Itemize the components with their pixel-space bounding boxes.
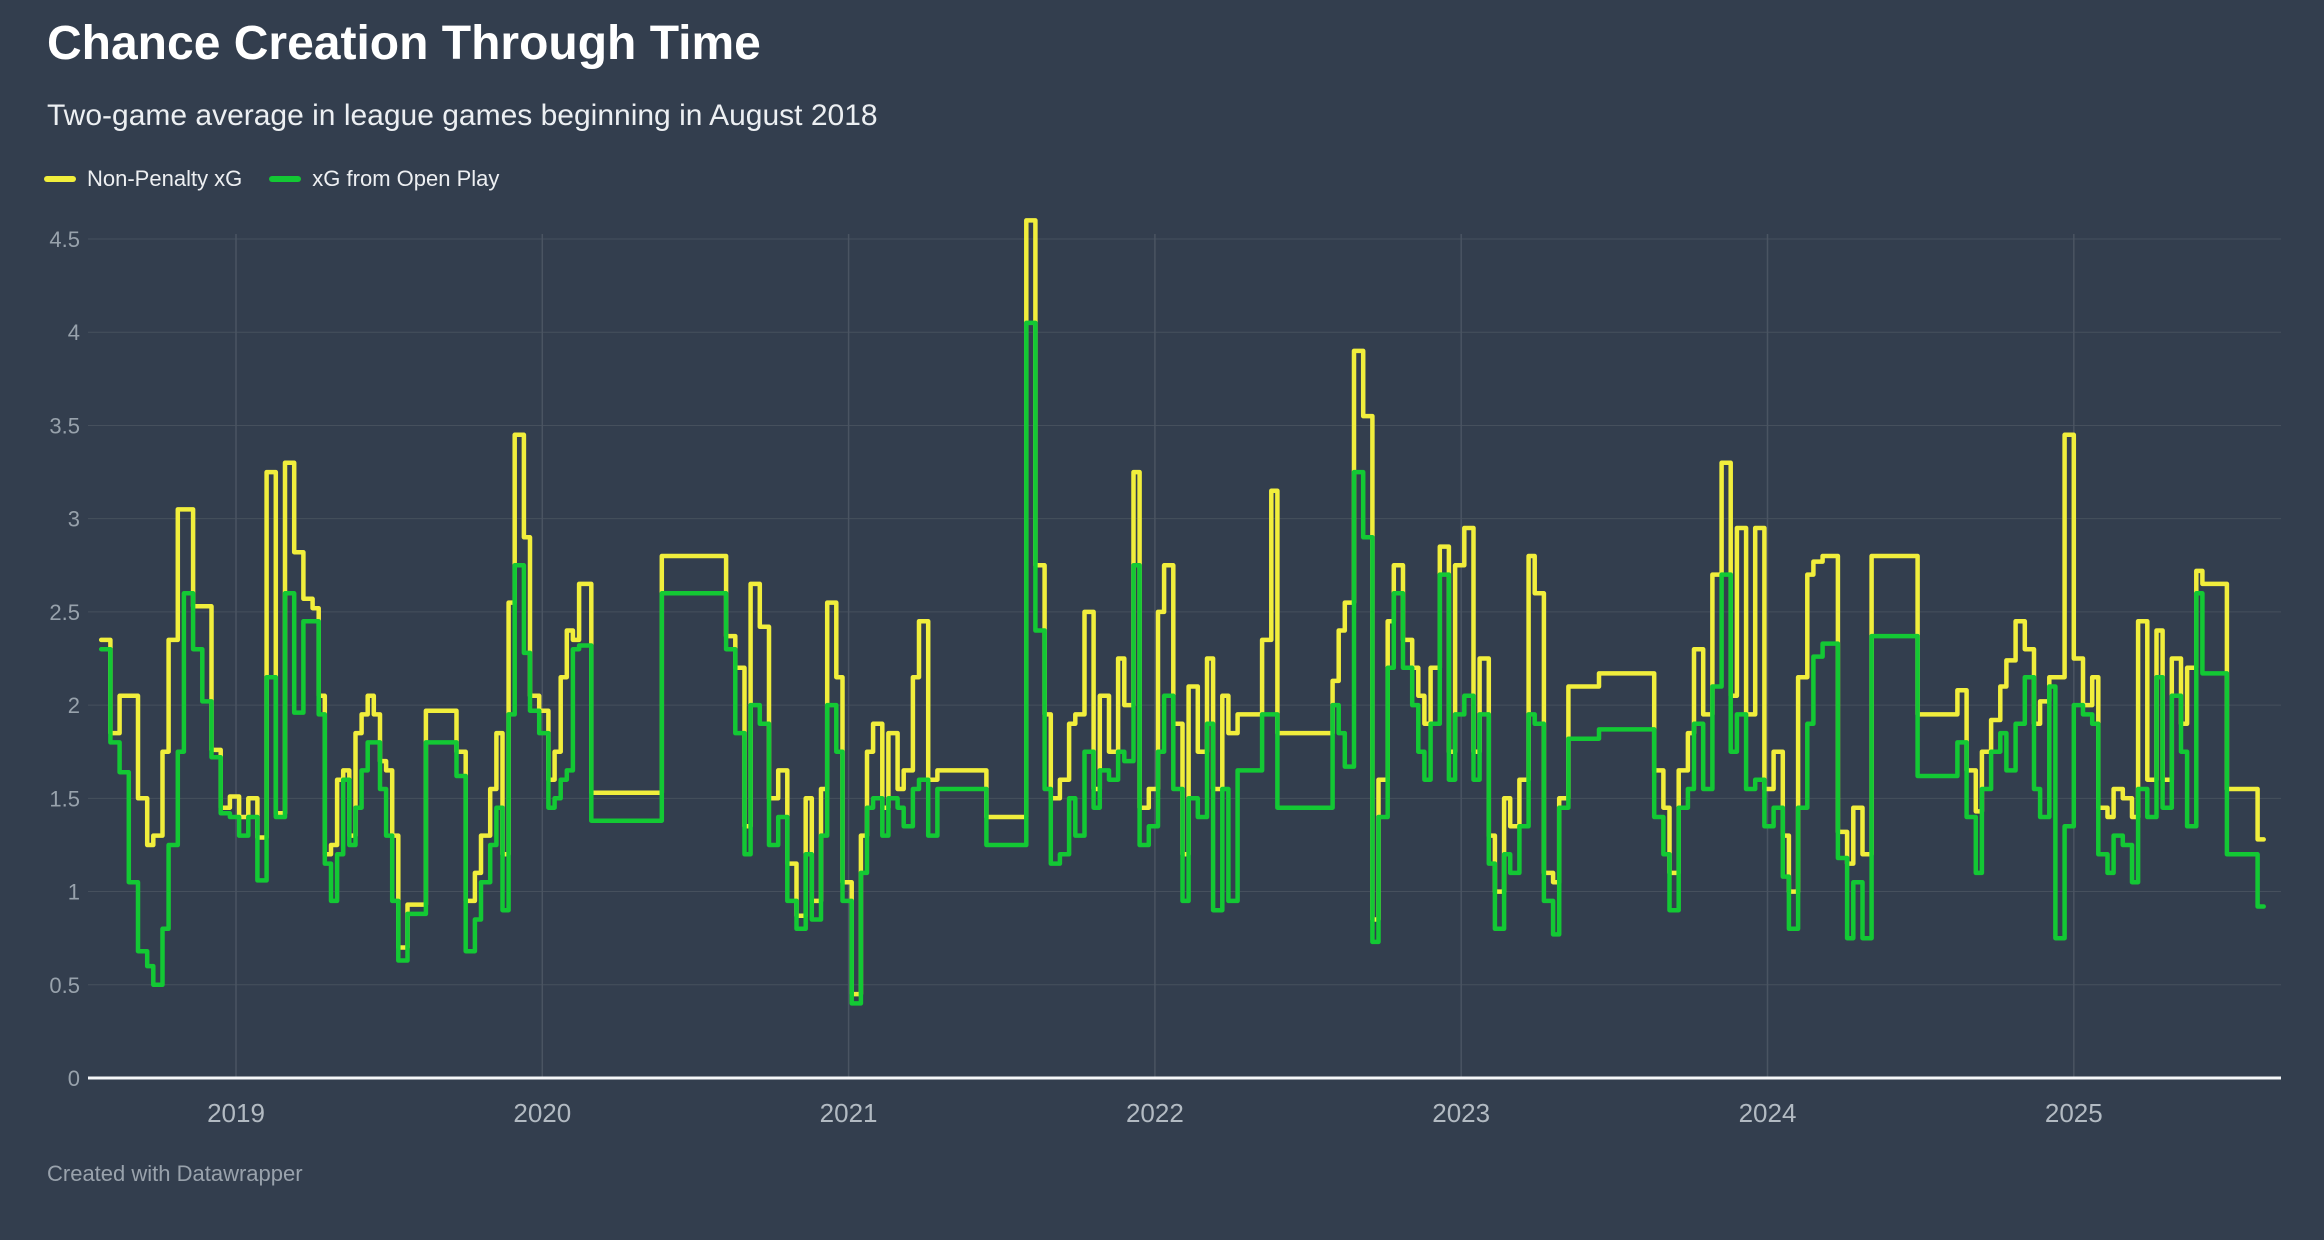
y-tick-label: 1.5 <box>49 786 80 811</box>
legend-swatch-non-penalty-xg <box>44 176 76 182</box>
y-tick-label: 0 <box>68 1066 80 1091</box>
legend-item-non-penalty-xg[interactable]: Non-Penalty xG <box>44 166 242 192</box>
series-line-xg-from-open-play[interactable] <box>98 320 2266 1006</box>
y-tick-label: 4 <box>68 320 80 345</box>
y-tick-label: 2 <box>68 693 80 718</box>
page-title: Chance Creation Through Time <box>47 17 761 70</box>
legend-swatch-xg-from-open-play <box>269 176 302 182</box>
legend-item-xg-from-open-play[interactable]: xG from Open Play <box>269 166 499 192</box>
legend: Non-Penalty xG xG from Open Play <box>44 166 499 192</box>
series-line-non-penalty-xg[interactable] <box>98 218 2266 997</box>
y-tick-label: 3 <box>68 507 80 532</box>
y-tick-label: 1 <box>68 880 80 905</box>
x-tick-label: 2024 <box>1739 1098 1797 1128</box>
x-tick-label: 2019 <box>207 1098 265 1128</box>
legend-label: Non-Penalty xG <box>87 166 243 191</box>
x-tick-label: 2023 <box>1432 1098 1490 1128</box>
x-tick-label: 2020 <box>513 1098 571 1128</box>
x-tick-label: 2025 <box>2045 1098 2103 1128</box>
y-tick-label: 0.5 <box>49 973 80 998</box>
y-tick-label: 2.5 <box>49 600 80 625</box>
y-tick-label: 4.5 <box>49 227 80 252</box>
chart-subtitle: Two-game average in league games beginni… <box>47 99 878 132</box>
x-tick-label: 2022 <box>1126 1098 1184 1128</box>
x-tick-label: 2021 <box>820 1098 878 1128</box>
y-tick-label: 3.5 <box>49 413 80 438</box>
datawrapper-credit-link[interactable]: Created with Datawrapper <box>47 1161 303 1186</box>
legend-label: xG from Open Play <box>312 166 500 191</box>
